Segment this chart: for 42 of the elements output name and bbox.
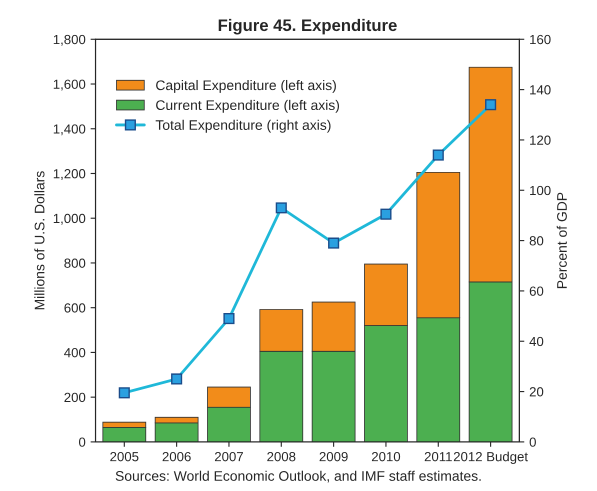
y2-tick-label: 60 [530, 286, 544, 296]
point [380, 208, 392, 220]
x-tick-label: 2006 [162, 452, 191, 462]
y2-axis-title: Percent of GDP [556, 192, 567, 288]
y2-tick-label: 120 [530, 136, 551, 145]
y2-tick-label: 0 [530, 437, 536, 447]
point [171, 373, 182, 385]
y-axis-title: Millions of U.S. Dollars [34, 171, 44, 310]
point [432, 149, 444, 161]
point [485, 99, 496, 110]
source-note: Sources: World Economic Outlook, and IMF staff estimates. [116, 470, 481, 483]
y2-tick-label: 80 [530, 236, 544, 246]
point [223, 313, 235, 324]
y2-tick-label: 100 [530, 186, 551, 196]
legend-label: Total Expenditure (right axis) [156, 120, 331, 133]
y-tick-label: 200 [64, 392, 86, 402]
y-tick-label: 1,000 [54, 214, 86, 225]
point [118, 387, 130, 398]
y2-tick-label: 20 [530, 387, 544, 396]
x-tick-label: 2008 [267, 452, 296, 462]
x-tick-label: 2011 [424, 452, 452, 462]
point [276, 202, 287, 214]
y-tick-label: 1,200 [54, 169, 86, 180]
y2-tick-label: 160 [530, 34, 551, 44]
y2-tick-label: 140 [530, 85, 551, 95]
y-tick-label: 1,600 [54, 80, 86, 90]
chart-title: Figure 45. Expenditure [218, 18, 397, 34]
point [328, 238, 340, 249]
y-tick-label: 800 [64, 258, 86, 268]
legend-label: Capital Expenditure (left axis) [156, 80, 336, 93]
x-tick-label: 2009 [320, 452, 348, 462]
x-tick-label: 2007 [214, 452, 243, 462]
y-tick-label: 1,800 [54, 34, 86, 46]
y-tick-label: 0 [78, 437, 86, 447]
y-tick-label: 1,400 [54, 124, 86, 136]
x-tick-label: 2012 Budget [454, 452, 528, 464]
y2-tick-label: 40 [529, 336, 544, 346]
legend-label: Current Expenditure (left axis) [156, 100, 340, 113]
x-tick-label: 2005 [110, 452, 138, 462]
y-tick-label: 600 [64, 303, 86, 313]
x-tick-label: 2010 [372, 452, 400, 462]
y-tick-label: 400 [64, 348, 86, 358]
